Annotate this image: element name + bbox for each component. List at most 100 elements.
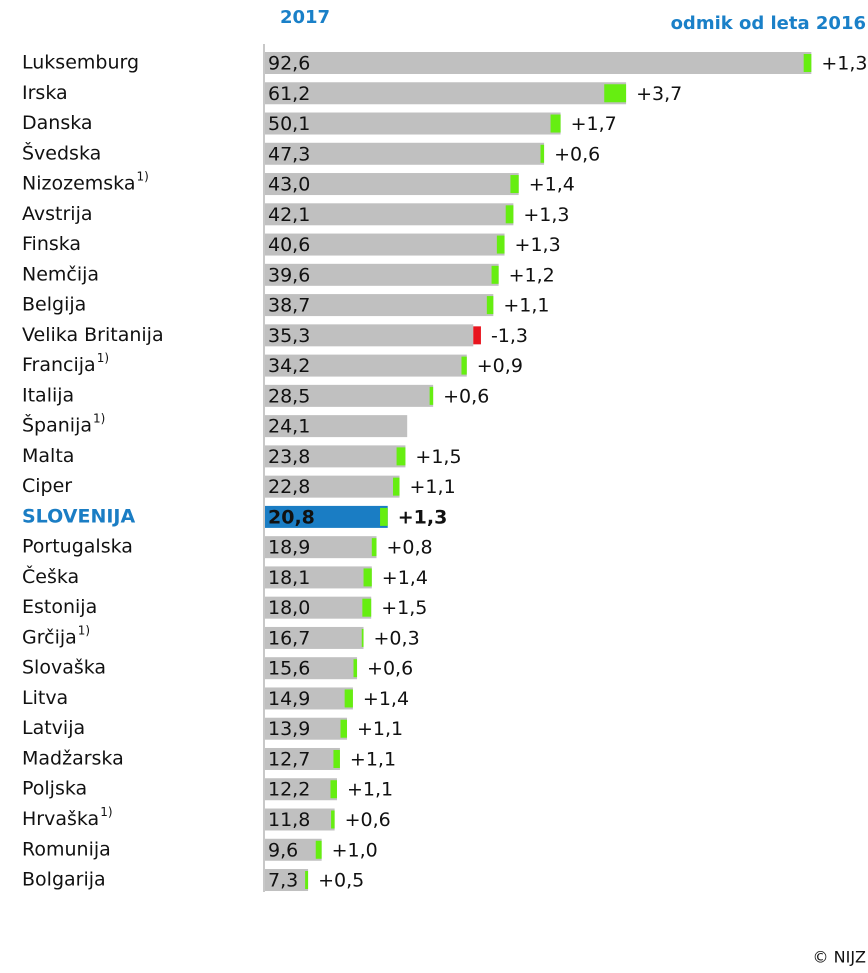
footnote-mark: 1): [93, 412, 105, 426]
bar: [265, 82, 627, 105]
change-bar: [486, 296, 494, 315]
category-label: Litva: [22, 687, 68, 709]
bar: [265, 566, 372, 589]
change-label: +0,6: [554, 143, 600, 165]
bar: [265, 294, 494, 317]
change-label: +1,4: [529, 174, 575, 196]
change-label: -1,3: [491, 325, 528, 347]
change-label: +1,1: [357, 718, 403, 740]
change-bar: [505, 205, 514, 224]
value-label: 13,9: [268, 718, 310, 740]
change-bar: [344, 689, 353, 708]
value-label: 16,7: [268, 627, 310, 649]
category-label: Danska: [22, 112, 93, 134]
footnote-mark: 1): [136, 170, 148, 184]
value-label: 61,2: [268, 83, 310, 105]
category-label: Nemčija: [22, 263, 99, 285]
bar: [265, 263, 499, 286]
value-label: 39,6: [268, 264, 310, 286]
value-label: 7,3: [268, 870, 298, 892]
change-label: +0,3: [374, 627, 420, 649]
change-label: +1,5: [381, 597, 427, 619]
value-label: 9,6: [268, 839, 298, 861]
change-label: +1,3: [398, 506, 448, 528]
bar: [265, 536, 377, 559]
change-label: +3,7: [636, 83, 682, 105]
value-label: 42,1: [268, 204, 310, 226]
category-label: Latvija: [22, 717, 85, 739]
value-label: 12,7: [268, 748, 310, 770]
category-label: Ciper: [22, 475, 72, 497]
footnote-mark: 1): [97, 351, 109, 365]
category-label: Francija: [22, 354, 96, 376]
bar: [265, 233, 505, 256]
change-bar: [496, 235, 505, 254]
category-label: Finska: [22, 233, 81, 255]
category-label: SLOVENIJA: [22, 505, 135, 527]
change-bar: [550, 114, 561, 133]
value-label: 12,2: [268, 779, 310, 801]
bar: [265, 173, 519, 196]
value-label: 15,6: [268, 658, 310, 680]
bar: [265, 445, 406, 468]
change-label: +1,4: [363, 688, 409, 710]
change-bar: [331, 810, 335, 829]
bar: [265, 52, 812, 74]
category-label: Grčija: [22, 626, 77, 648]
category-label: Španija: [22, 413, 92, 437]
change-bar: [429, 386, 434, 405]
category-label: Malta: [22, 445, 74, 467]
category-label: Avstrija: [22, 203, 93, 225]
change-label: +1,4: [382, 567, 428, 589]
change-label: +1,3: [821, 53, 867, 75]
change-bar: [353, 659, 358, 678]
category-label: Nizozemska: [22, 173, 135, 195]
category-label: Slovaška: [22, 657, 106, 679]
category-label: Portugalska: [22, 536, 133, 558]
value-label: 34,2: [268, 355, 310, 377]
change-label: +1,1: [350, 748, 396, 770]
category-label: Velika Britanija: [22, 324, 164, 346]
value-label: 24,1: [268, 416, 310, 438]
category-label: Švedska: [22, 140, 101, 164]
value-label: 35,3: [268, 325, 310, 347]
change-label: +0,5: [318, 870, 364, 892]
change-label: +1,3: [523, 204, 569, 226]
value-label: 40,6: [268, 234, 310, 256]
category-label: Belgija: [22, 294, 86, 316]
bar: [265, 203, 514, 226]
change-bar: [330, 780, 337, 799]
change-label: +0,6: [345, 809, 391, 831]
category-label: Luksemburg: [22, 52, 139, 74]
bar: [265, 838, 322, 861]
value-label: 92,6: [268, 53, 310, 75]
change-bar: [803, 54, 812, 72]
change-bar: [380, 507, 388, 526]
change-bar: [361, 628, 364, 647]
change-label: +1,1: [503, 295, 549, 317]
legend-label: odmik od leta 2016: [671, 13, 866, 34]
change-label: +0,9: [477, 355, 523, 377]
value-label: 18,9: [268, 537, 310, 559]
category-label: Poljska: [22, 778, 87, 800]
bar: [265, 384, 434, 407]
change-bar: [340, 719, 348, 738]
value-label: 11,8: [268, 809, 310, 831]
change-label: +1,5: [415, 446, 461, 468]
change-label: +1,1: [347, 779, 393, 801]
bar: [265, 415, 408, 438]
change-bar: [363, 568, 372, 587]
bar: [265, 747, 340, 770]
bar: [265, 717, 348, 740]
change-bar: [393, 477, 400, 496]
category-label: Estonija: [22, 596, 97, 618]
footnote-mark: 1): [78, 623, 90, 637]
bar: [265, 596, 372, 619]
value-label: 50,1: [268, 113, 310, 135]
change-bar: [473, 326, 481, 345]
change-label: +1,7: [571, 113, 617, 135]
value-label: 43,0: [268, 174, 310, 196]
value-label: 18,1: [268, 567, 310, 589]
change-bar: [461, 356, 467, 375]
